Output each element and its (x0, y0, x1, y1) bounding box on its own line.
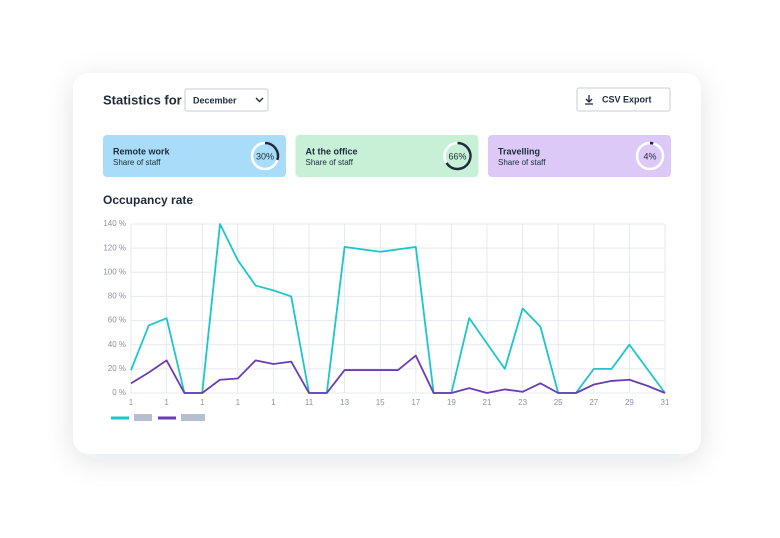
legend-label (134, 414, 152, 421)
x-tick-label: 11 (305, 398, 314, 407)
chart-title: Occupancy rate (103, 193, 193, 207)
select-value: December (193, 95, 237, 105)
csv-export[interactable]: CSV Export (577, 88, 670, 111)
x-tick-label: 1 (271, 398, 276, 407)
panel (73, 73, 701, 454)
y-tick-label: 80 % (108, 292, 126, 301)
y-tick-label: 40 % (108, 340, 126, 349)
card-title: Remote work (113, 146, 171, 156)
x-tick-label: 1 (236, 398, 241, 407)
x-tick-label: 25 (554, 398, 563, 407)
button-label: CSV Export (602, 94, 652, 104)
x-tick-label: 13 (340, 398, 349, 407)
x-tick-label: 21 (483, 398, 492, 407)
y-tick-label: 60 % (108, 316, 126, 325)
x-tick-label: 29 (625, 398, 634, 407)
card-subtitle: Share of staff (306, 158, 354, 167)
donut-label: 4% (643, 151, 656, 161)
card-title: Travelling (498, 146, 540, 156)
x-tick-label: 31 (661, 398, 670, 407)
y-tick-label: 120 % (103, 243, 126, 252)
donut-label: 30% (256, 151, 274, 161)
donut-label: 66% (448, 151, 466, 161)
x-tick-label: 27 (589, 398, 598, 407)
x-tick-label: 15 (376, 398, 385, 407)
card-subtitle: Share of staff (113, 158, 161, 167)
card-subtitle: Share of staff (498, 158, 546, 167)
card-title: At the office (306, 146, 358, 156)
y-tick-label: 20 % (108, 364, 126, 373)
y-tick-label: 100 % (103, 267, 126, 276)
y-tick-label: 140 % (103, 219, 126, 228)
x-tick-label: 23 (518, 398, 527, 407)
x-tick-label: 1 (164, 398, 169, 407)
legend-label (181, 414, 205, 421)
y-tick-label: 0 % (112, 388, 126, 397)
x-tick-label: 17 (411, 398, 420, 407)
x-tick-label: 1 (200, 398, 205, 407)
month-select[interactable]: December (185, 89, 268, 111)
x-tick-label: 19 (447, 398, 456, 407)
header-title: Statistics for (103, 92, 182, 107)
x-tick-label: 1 (129, 398, 134, 407)
